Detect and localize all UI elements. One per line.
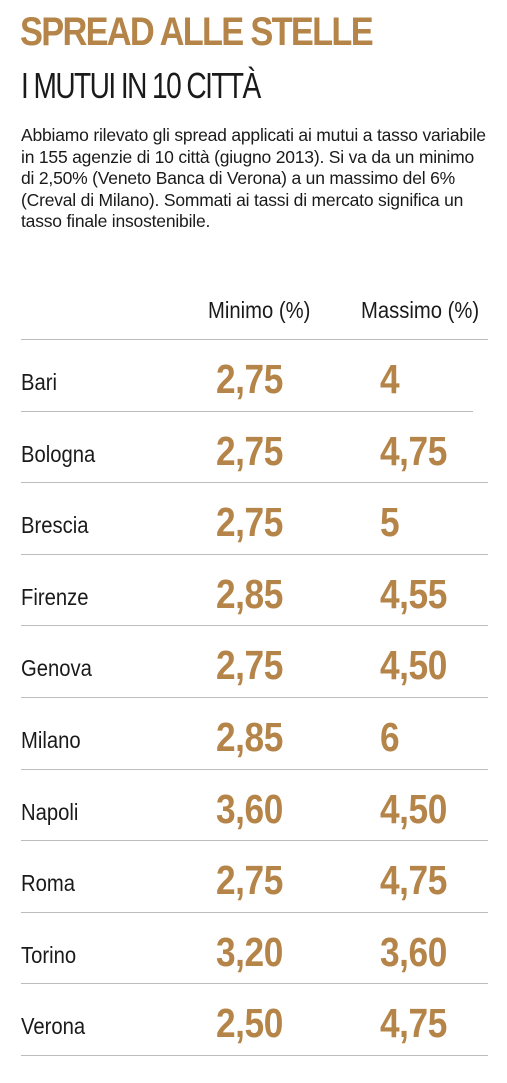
column-header-min: Minimo (%) — [208, 297, 311, 323]
minimo-value: 2,75 — [216, 427, 283, 474]
minimo-value: 2,85 — [216, 570, 283, 617]
massimo-value: 4,50 — [380, 642, 447, 689]
city-name: Milano — [21, 727, 81, 753]
minimo-value: 2,50 — [216, 1000, 283, 1047]
massimo-value: 5 — [380, 499, 400, 546]
minimo-value: 3,60 — [216, 785, 283, 832]
minimo-value: 2,85 — [216, 714, 283, 760]
city-name: Bari — [21, 369, 57, 395]
massimo-value: 6 — [380, 714, 400, 760]
column-header-max: Massimo (%) — [361, 297, 480, 323]
row-divider — [21, 410, 473, 412]
minimo-value: 3,20 — [216, 928, 283, 975]
row-divider — [21, 911, 488, 913]
row-divider — [21, 482, 488, 484]
city-name: Bologna — [21, 440, 96, 467]
massimo-value: 4 — [380, 356, 400, 402]
row-divider — [21, 1055, 488, 1056]
city-name: Brescia — [21, 512, 89, 539]
city-name: Roma — [21, 870, 75, 897]
city-name: Genova — [21, 655, 92, 682]
intro-paragraph: Abbiamo rilevato gli spread applicati ai… — [21, 125, 486, 231]
row-divider — [21, 983, 488, 985]
minimo-value: 2,75 — [216, 356, 283, 402]
minimo-value: 2,75 — [216, 642, 283, 689]
massimo-value: 3,60 — [380, 928, 447, 975]
row-divider — [21, 840, 488, 842]
city-name: Firenze — [21, 583, 89, 610]
infographic-subtitle: I MUTUI IN 10 CITTÀ — [21, 65, 261, 106]
city-name: Torino — [21, 941, 77, 968]
row-divider — [21, 553, 488, 555]
infographic-title: SPREAD ALLE STELLE — [20, 10, 374, 54]
massimo-value: 4,75 — [380, 427, 447, 474]
row-divider — [21, 768, 488, 770]
row-divider — [21, 697, 488, 698]
massimo-value: 4,50 — [380, 785, 447, 832]
massimo-value: 4,55 — [380, 570, 447, 617]
minimo-value: 2,75 — [216, 857, 283, 904]
minimo-value: 2,75 — [216, 499, 283, 546]
city-name: Verona — [21, 1013, 86, 1040]
city-name: Napoli — [21, 798, 79, 825]
massimo-value: 4,75 — [380, 1000, 447, 1047]
row-divider — [21, 625, 488, 627]
massimo-value: 4,75 — [380, 857, 447, 904]
table-header-rule — [21, 339, 488, 340]
